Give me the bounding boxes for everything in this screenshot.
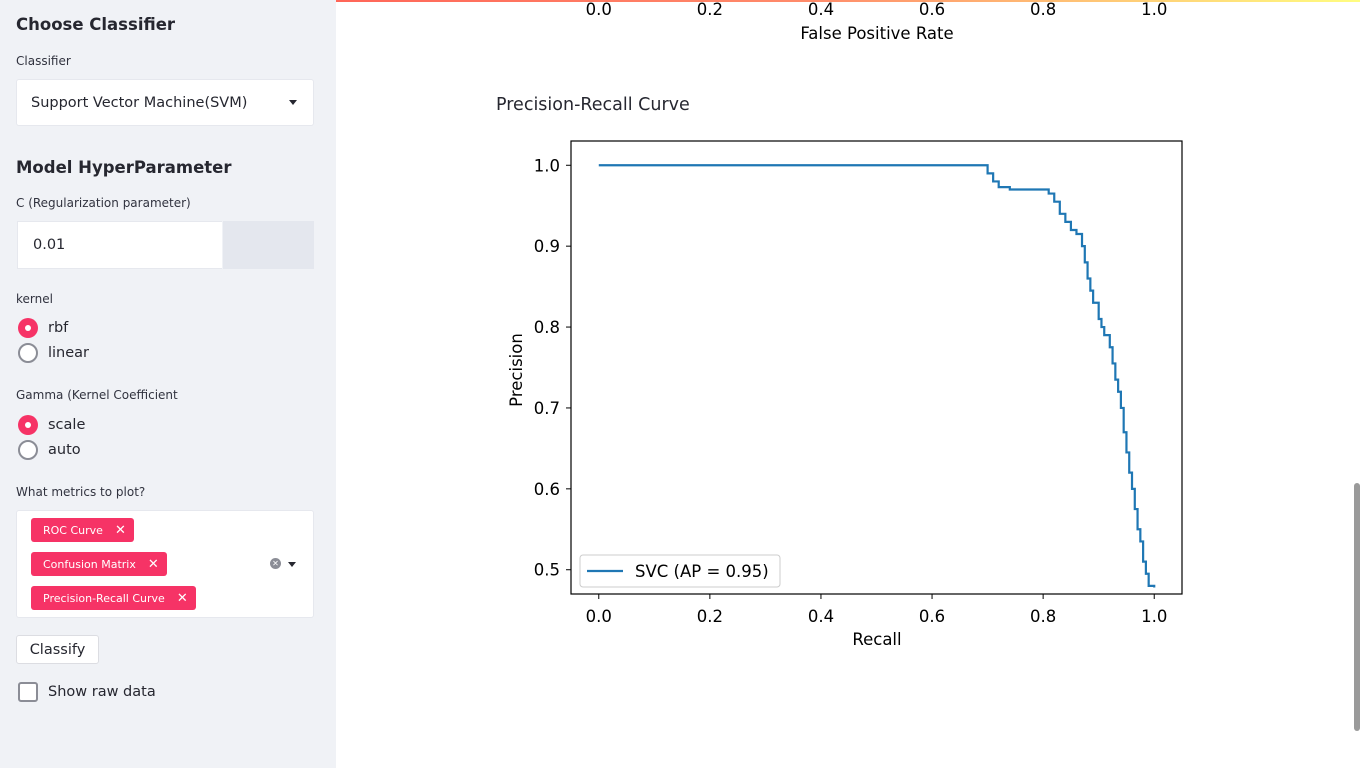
roc-x-tick-label: 0.4	[808, 0, 834, 19]
pr-section-title: Precision-Recall Curve	[496, 95, 690, 115]
metric-tag-roc: ROC Curve ✕	[31, 518, 134, 542]
kernel-option-linear[interactable]: linear	[18, 343, 89, 363]
kernel-option-label: rbf	[48, 320, 69, 336]
roc-x-tick-label: 0.6	[919, 0, 945, 19]
choose-classifier-heading: Choose Classifier	[16, 15, 176, 34]
metrics-label: What metrics to plot?	[16, 485, 146, 499]
checkbox-icon[interactable]	[18, 682, 38, 702]
metric-tag-label: ROC Curve	[43, 523, 103, 537]
radio-unselected-icon[interactable]	[18, 440, 38, 460]
c-parameter-label: C (Regularization parameter)	[16, 196, 191, 210]
sidebar: Choose Classifier Classifier Support Vec…	[0, 0, 336, 768]
gamma-label: Gamma (Kernel Coefficient	[16, 388, 178, 402]
chevron-down-icon[interactable]	[289, 100, 297, 105]
gamma-option-auto[interactable]: auto	[18, 440, 81, 460]
main-content	[336, 0, 1360, 768]
hyperparameter-heading: Model HyperParameter	[16, 158, 232, 177]
roc-x-tick-label: 0.0	[586, 0, 612, 19]
roc-x-axis-label: False Positive Rate	[800, 24, 953, 43]
c-parameter-input[interactable]: 0.01	[17, 221, 222, 269]
metrics-multiselect[interactable]: ROC Curve ✕ Confusion Matrix ✕ Precision…	[17, 511, 313, 617]
show-raw-data-label: Show raw data	[48, 684, 156, 700]
radio-selected-icon[interactable]	[18, 415, 38, 435]
gamma-option-label: auto	[48, 442, 81, 458]
metric-tag-label: Precision-Recall Curve	[43, 591, 165, 605]
radio-selected-icon[interactable]	[18, 318, 38, 338]
gamma-option-label: scale	[48, 417, 86, 433]
remove-tag-icon[interactable]: ✕	[176, 590, 188, 606]
c-parameter-stepper[interactable]	[223, 221, 314, 269]
clear-all-icon[interactable]: ✕	[270, 558, 281, 569]
metric-tag-pr: Precision-Recall Curve ✕	[31, 586, 196, 610]
classifier-select-value: Support Vector Machine(SVM)	[31, 94, 248, 111]
classify-button[interactable]: Classify	[16, 635, 99, 664]
kernel-label: kernel	[16, 292, 53, 306]
c-parameter-value: 0.01	[33, 237, 66, 253]
kernel-option-rbf[interactable]: rbf	[18, 318, 68, 338]
classifier-label: Classifier	[16, 54, 71, 68]
kernel-option-label: linear	[48, 345, 90, 361]
top-decoration-bar	[0, 0, 1360, 2]
remove-tag-icon[interactable]: ✕	[147, 556, 159, 572]
show-raw-data-toggle[interactable]: Show raw data	[18, 682, 156, 702]
gamma-option-scale[interactable]: scale	[18, 415, 85, 435]
roc-x-tick-label: 0.2	[697, 0, 723, 19]
metric-tag-confusion: Confusion Matrix ✕	[31, 552, 167, 576]
roc-x-tick-label: 0.8	[1030, 0, 1056, 19]
metric-tag-label: Confusion Matrix	[43, 557, 136, 571]
remove-tag-icon[interactable]: ✕	[114, 522, 126, 538]
chevron-down-icon[interactable]	[288, 562, 296, 567]
classifier-select[interactable]: Support Vector Machine(SVM)	[17, 80, 313, 125]
scrollbar[interactable]	[1354, 483, 1360, 731]
roc-x-tick-label: 1.0	[1141, 0, 1167, 19]
radio-unselected-icon[interactable]	[18, 343, 38, 363]
roc-curve-fragment: 0.0 0.2 0.4 0.6 0.8 1.0 False Positive Rate	[586, 0, 1168, 43]
